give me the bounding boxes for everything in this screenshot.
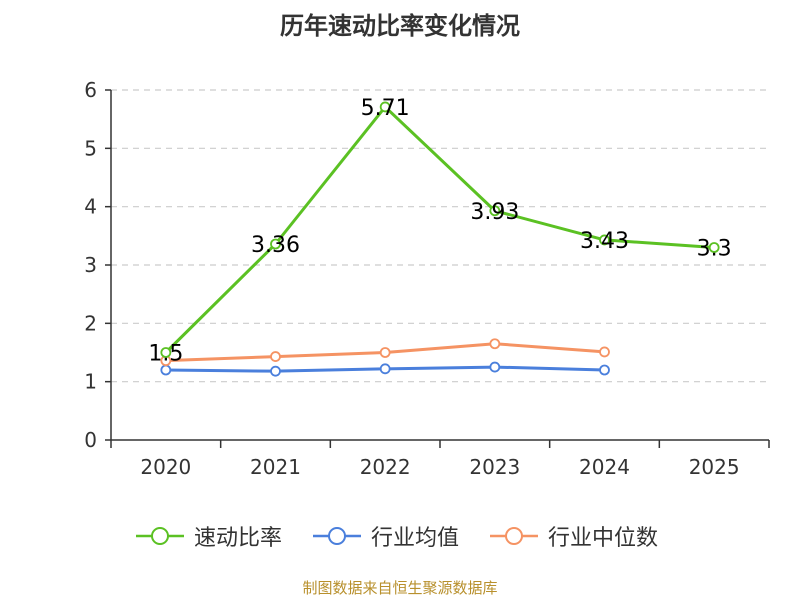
axis-layer: 0 1 2 3 4 5 6 2020 2021 2022 2023 2024 2025	[84, 78, 770, 479]
series-1-point-2023	[489, 361, 501, 373]
series-0-point-2023	[489, 205, 501, 217]
y-tick-label: 3	[84, 253, 97, 277]
x-tick-label-2022: 2022	[360, 455, 411, 479]
x-tick-label-2020: 2020	[140, 455, 191, 479]
y-tick-label: 5	[84, 136, 97, 160]
series-0-point-2021	[270, 238, 281, 250]
x-tick-label-2023: 2023	[469, 455, 520, 479]
series-1-point-2021	[270, 365, 281, 377]
series-line-0	[164, 105, 715, 354]
series-0-point-2024	[599, 234, 610, 246]
data-label-2021: 3.36	[251, 233, 300, 258]
chart-title: 历年速动比率变化情况	[280, 12, 520, 40]
series-0-point-2020	[160, 347, 172, 358]
legend: 速动比率 行业均值 行业中位数	[0, 518, 800, 554]
data-label-2020: 1.5	[148, 342, 183, 367]
y-tick-label: 1	[84, 370, 97, 394]
series-2-point-2021	[270, 351, 281, 362]
series-0-point-2025	[708, 242, 720, 253]
y-tick-label: 4	[84, 195, 97, 219]
legend-item-industry-mean[interactable]: 行业均值	[311, 518, 459, 554]
series-layer	[160, 101, 720, 377]
legend-marker-industry-mean-icon	[313, 527, 361, 545]
source-note: 制图数据来自恒生聚源数据库	[302, 579, 498, 597]
data-label-layer: 1.5 3.36 5.71 3.93 3.43 3.3	[148, 96, 731, 367]
series-1-point-2020	[160, 364, 172, 376]
series-1-point-2022	[379, 363, 391, 375]
legend-item-industry-median[interactable]: 行业中位数	[488, 518, 658, 554]
legend-marker-quick-ratio-icon	[136, 527, 184, 545]
legend-label-industry-median: 行业中位数	[548, 526, 659, 551]
series-2-point-2023	[489, 338, 501, 350]
legend-item-quick-ratio[interactable]: 速动比率	[134, 518, 282, 554]
legend-label-quick-ratio: 速动比率	[194, 526, 283, 551]
series-2-point-2024	[599, 346, 610, 358]
x-tick-label-2024: 2024	[579, 455, 630, 479]
series-1-point-2024	[599, 364, 610, 376]
y-tick-label: 0	[84, 428, 97, 452]
series-2-point-2022	[379, 347, 391, 358]
y-tick-label: 2	[84, 311, 97, 335]
series-0-point-2022	[379, 101, 391, 113]
y-tick-label: 6	[84, 78, 97, 102]
data-label-2022: 5.71	[361, 96, 410, 121]
grid-layer	[111, 89, 769, 383]
data-label-2023: 3.93	[470, 200, 519, 225]
legend-label-industry-mean: 行业均值	[371, 526, 460, 551]
x-tick-label-2025: 2025	[689, 455, 740, 479]
legend-marker-industry-median-icon	[490, 527, 538, 545]
data-label-2025: 3.3	[697, 237, 732, 262]
x-tick-label-2021: 2021	[250, 455, 301, 479]
data-label-2024: 3.43	[580, 229, 629, 254]
